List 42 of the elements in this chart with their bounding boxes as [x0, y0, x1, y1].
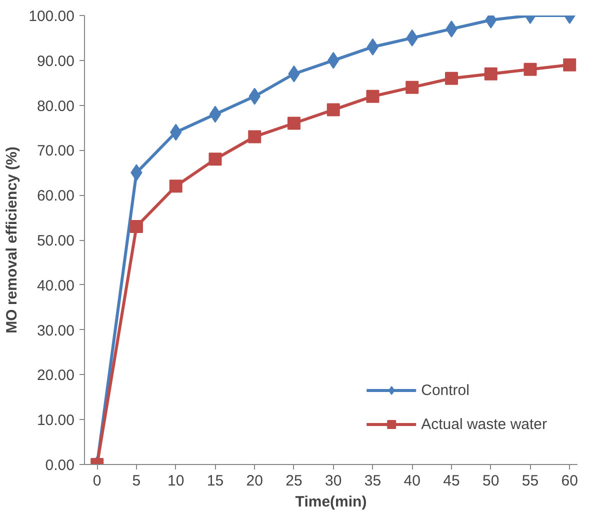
x-tick-label: 45	[443, 472, 460, 490]
x-axis-title: Time(min)	[295, 494, 367, 510]
y-tick-label: 0.00	[45, 457, 75, 474]
x-tick-label: 30	[325, 472, 342, 490]
x-tick-label: 35	[364, 472, 382, 490]
y-axis-title: MO removal efficiency (%)	[4, 146, 21, 334]
x-tick-label: 15	[206, 472, 224, 490]
x-tick-label: 0	[92, 472, 102, 490]
point	[326, 103, 340, 116]
y-tick-label: 50.00	[36, 232, 75, 250]
point	[287, 116, 300, 130]
x-tick-label: 50	[482, 472, 500, 490]
x-tick-label: 60	[561, 472, 578, 490]
y-tick-label: 90.00	[36, 52, 75, 70]
point	[169, 180, 182, 193]
point	[248, 130, 262, 144]
point	[366, 38, 379, 56]
point	[444, 72, 458, 85]
y-tick-label: 100.00	[28, 8, 75, 25]
point	[563, 58, 576, 72]
x-tick-label: 10	[168, 472, 184, 490]
y-tick-label: 30.00	[36, 322, 75, 340]
point	[209, 106, 222, 123]
x-tick-label: 40	[404, 472, 420, 490]
point	[484, 67, 498, 80]
x-tick-label: 25	[286, 472, 302, 490]
point	[366, 90, 380, 103]
y-tick-label: 20.00	[36, 367, 75, 384]
legend-label: Actual waste water	[421, 416, 547, 432]
point	[406, 80, 419, 94]
x-tick-label: 5	[132, 472, 141, 490]
y-tick-label: 40.00	[36, 277, 75, 294]
x-tick-label: 55	[522, 472, 539, 490]
y-tick-label: 80.00	[36, 98, 75, 115]
legend-label: Control	[421, 382, 470, 398]
y-tick-label: 60.00	[36, 188, 75, 205]
y-tick-label: 70.00	[36, 142, 75, 160]
point	[130, 220, 143, 234]
point	[208, 152, 222, 166]
y-tick-label: 10.00	[36, 412, 75, 430]
point	[524, 62, 537, 76]
x-tick-label: 20	[246, 472, 263, 490]
